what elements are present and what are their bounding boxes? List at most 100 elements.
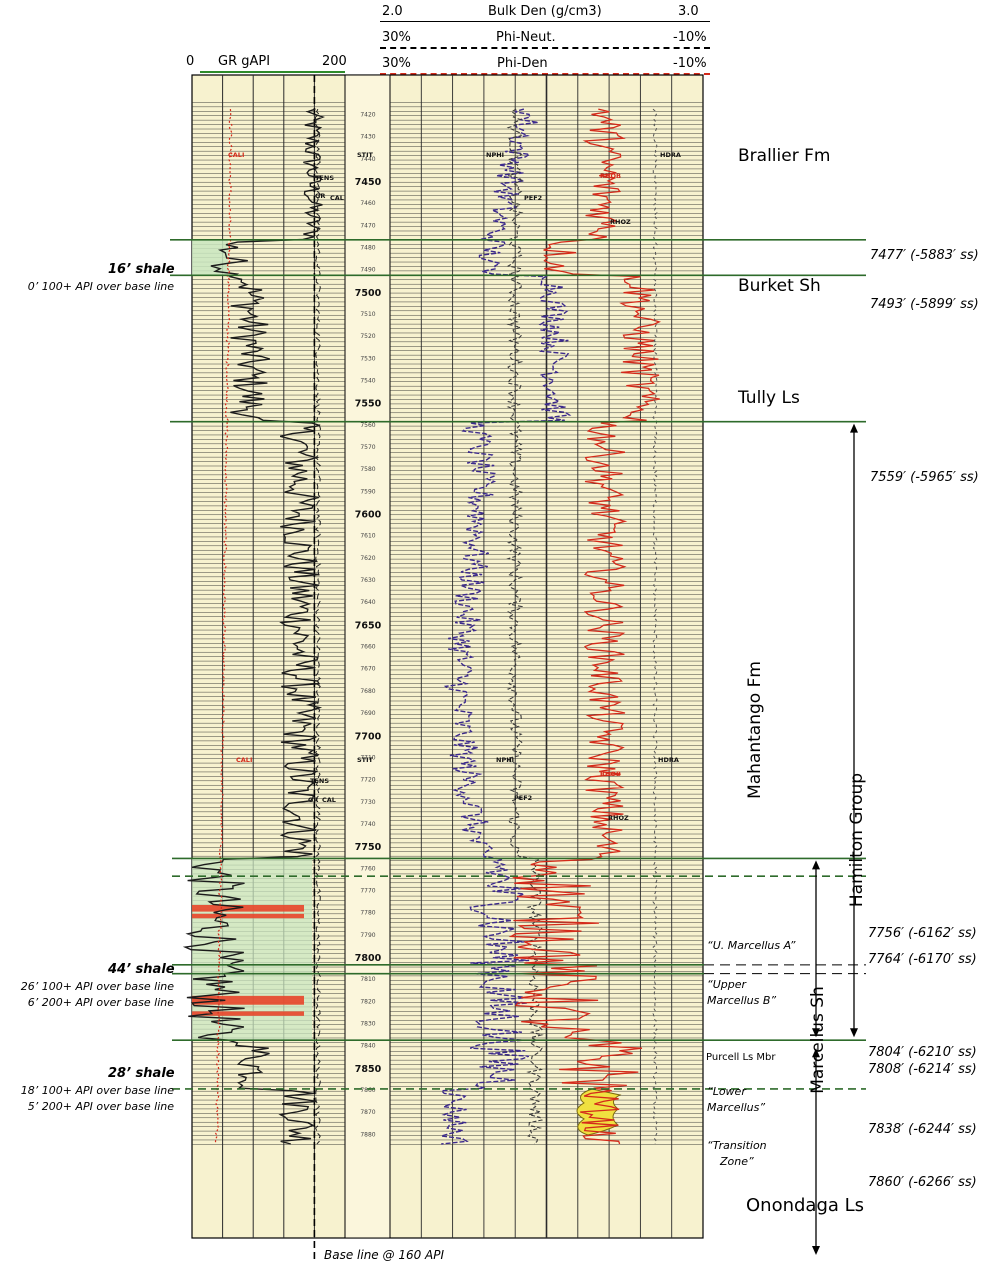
curve-label-cal: CAL	[322, 796, 336, 804]
bulk-den-scale-line	[380, 21, 710, 22]
depth-minor-label: 7570	[360, 444, 375, 451]
depth-minor-label: 7830	[360, 1020, 375, 1027]
cal-curve	[214, 109, 233, 1145]
phi-den-scale-title: Phi-Den	[497, 56, 548, 71]
zone-transition-line2: Zone”	[720, 1155, 754, 1168]
gr-scale-left: 0	[186, 54, 195, 69]
zone-lower-marcellus-line2: Marcellus”	[707, 1101, 766, 1114]
depth-major-label: 7450	[355, 177, 382, 188]
onondaga-bracket-head-top	[812, 1048, 820, 1058]
depth-minor-label: 7520	[360, 333, 375, 340]
depth-minor-label: 7420	[360, 111, 375, 118]
depth-minor-label: 7660	[360, 644, 375, 651]
curve-label-rhoz: RHOZ	[608, 814, 629, 822]
phi-neut-scale-title: Phi-Neut.	[496, 30, 556, 45]
marcellus-bracket-head-top	[812, 860, 820, 870]
depth-minor-label: 7620	[360, 555, 375, 562]
depth-minor-label: 7430	[360, 134, 375, 141]
depth-minor-label: 7820	[360, 998, 375, 1005]
phi-neut-scale-line	[380, 47, 710, 49]
phi-den-scale-line	[380, 73, 710, 75]
depth-minor-label: 7730	[360, 799, 375, 806]
depth-major-label: 7500	[355, 288, 382, 299]
curve-label-hdra: HDRA	[660, 151, 681, 159]
depth-minor-label: 7710	[360, 754, 375, 761]
depth-minor-label: 7590	[360, 488, 375, 495]
pick-7756: 7756′ (-6162′ ss)	[868, 926, 977, 941]
depth-minor-label: 7640	[360, 599, 375, 606]
curve-label-pef2: PEF2	[514, 794, 532, 802]
phi-neut-scale-right: -10%	[673, 30, 707, 45]
pick-7493: 7493′ (-5899′ ss)	[870, 297, 979, 312]
zone-lower-marcellus-line1: “Lower	[707, 1085, 746, 1098]
gr-scale-line	[200, 71, 345, 73]
depth-minor-label: 7780	[360, 910, 375, 917]
curve-label-cali: CALI	[236, 756, 252, 764]
depth-minor-label: 7840	[360, 1043, 375, 1050]
formation-onondaga: Onondaga Ls	[746, 1195, 865, 1216]
depth-minor-label: 7610	[360, 533, 375, 540]
shale-16-title: 16’ shale	[108, 262, 175, 277]
depth-minor-label: 7490	[360, 267, 375, 274]
hamilton-bracket-head-bottom	[850, 1028, 858, 1038]
baseline-note: Base line @ 160 API	[324, 1248, 445, 1262]
curve-label-cal: CAL	[330, 194, 344, 202]
bulk-den-scale-title: Bulk Den (g/cm3)	[488, 4, 602, 19]
depth-minor-label: 7460	[360, 200, 375, 207]
curve-label-rhob: RHOB	[600, 770, 621, 778]
curve-label-hdra: HDRA	[658, 756, 679, 764]
curve-label-rhob: RHOB	[600, 172, 621, 180]
curve-label-nphi: NPHI	[496, 756, 514, 764]
depth-minor-label: 7720	[360, 777, 375, 784]
shale-fill-burket	[192, 239, 228, 276]
depth-minor-label: 7880	[360, 1131, 375, 1138]
phi-den-scale-right: -10%	[673, 56, 707, 71]
shale-28-title: 28’ shale	[108, 1066, 175, 1081]
depth-minor-label: 7790	[360, 932, 375, 939]
depth-minor-label: 7870	[360, 1109, 375, 1116]
hdra-curve	[652, 108, 658, 1145]
hot-shale-fill	[192, 1011, 304, 1016]
density-curve	[508, 108, 662, 1145]
formation-burket: Burket Sh	[738, 276, 821, 296]
zone-upper-marcellus-b-line2: Marcellus B”	[707, 994, 777, 1007]
zone-u-marcellus-a: “U. Marcellus A”	[707, 939, 796, 952]
gr-scale-title: GR gAPI	[218, 54, 271, 69]
depth-minor-label: 7540	[360, 378, 375, 385]
curve-label-pef2: PEF2	[524, 194, 542, 202]
hamilton-bracket-head-top	[850, 423, 858, 433]
tens-curve	[314, 108, 322, 1145]
pick-7477: 7477′ (-5883′ ss)	[870, 248, 979, 263]
depth-major-label: 7800	[355, 953, 382, 964]
pick-7764: 7764′ (-6170′ ss)	[868, 952, 977, 967]
pick-7808: 7808′ (-6214′ ss)	[868, 1062, 977, 1077]
bulk-den-scale-right: 3.0	[678, 4, 699, 19]
depth-track	[344, 74, 391, 1239]
curve-label-gr: GR	[315, 192, 325, 200]
depth-minor-label: 7860	[360, 1087, 375, 1094]
depth-minor-label: 7760	[360, 865, 375, 872]
depth-minor-label: 7740	[360, 821, 375, 828]
marcellus-sh-label: Marcellus Sh	[808, 986, 828, 1094]
pick-7559: 7559′ (-5965′ ss)	[870, 470, 979, 485]
onondaga-bracket-head-bottom	[812, 1246, 820, 1255]
shale-44-note-2: 6’ 200+ API over base line	[27, 996, 174, 1009]
phi-neut-scale-left: 30%	[382, 30, 411, 45]
depth-major-label: 7650	[355, 620, 382, 631]
depth-minor-label: 7770	[360, 887, 375, 894]
depth-minor-label: 7810	[360, 976, 375, 983]
formation-brallier: Brallier Fm	[738, 146, 831, 166]
curve-label-cali: CALI	[228, 151, 244, 159]
pick-7838: 7838′ (-6244′ ss)	[868, 1122, 977, 1137]
shale-28-note-2: 5’ 200+ API over base line	[27, 1100, 174, 1113]
marcellus-bracket-head-bottom	[812, 1028, 820, 1038]
hot-shale-fill	[192, 913, 304, 919]
depth-major-label: 7700	[355, 731, 382, 742]
hot-shale-fill	[192, 904, 304, 912]
depth-minor-label: 7480	[360, 245, 375, 252]
gr-scale-right: 200	[322, 54, 347, 69]
shale-44-note-1: 26’ 100+ API over base line	[20, 980, 174, 993]
formation-tully: Tully Ls	[738, 388, 800, 408]
pef-curve	[506, 108, 544, 1145]
depth-major-label: 7750	[355, 842, 382, 853]
